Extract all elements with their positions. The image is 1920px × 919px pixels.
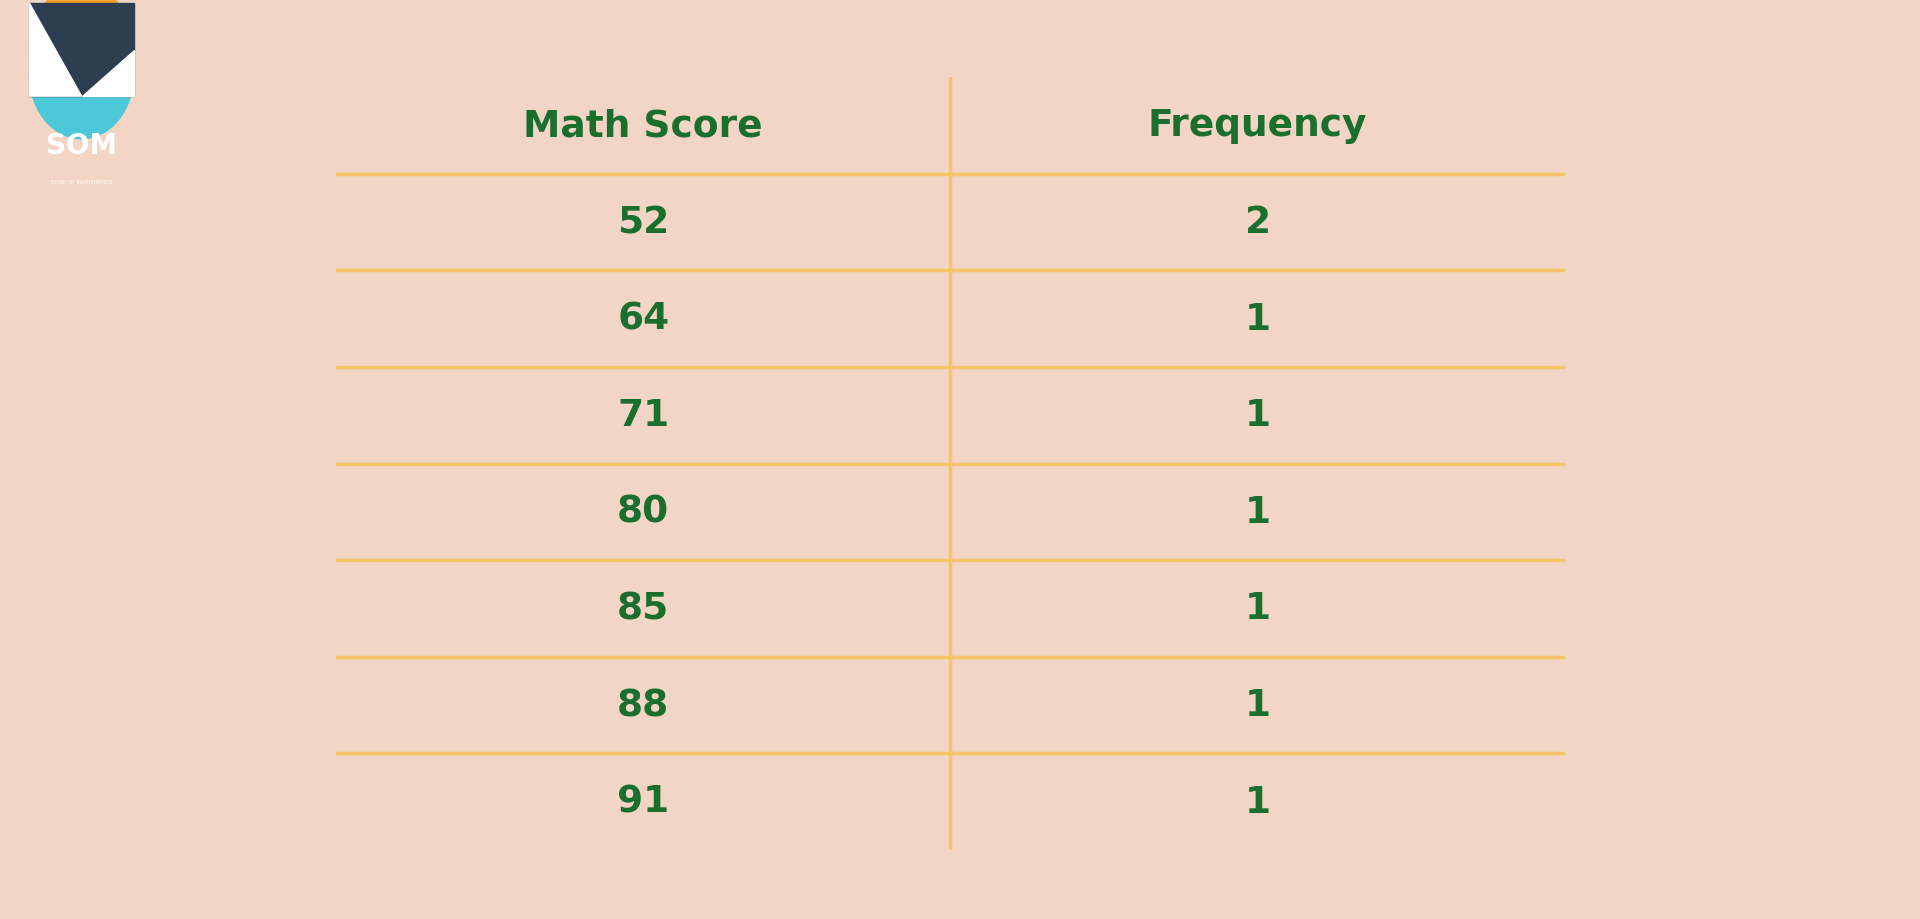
Text: STORY OF MATHEMATICS: STORY OF MATHEMATICS	[52, 179, 111, 185]
Text: Math Score: Math Score	[524, 108, 762, 144]
Polygon shape	[29, 4, 81, 97]
Text: SOM: SOM	[46, 131, 117, 160]
Polygon shape	[29, 4, 81, 97]
Text: 88: 88	[616, 687, 670, 723]
Wedge shape	[29, 0, 134, 51]
Polygon shape	[81, 51, 134, 97]
Text: 1: 1	[1244, 784, 1271, 820]
Text: 1: 1	[1244, 398, 1271, 434]
Polygon shape	[81, 4, 134, 97]
Text: 91: 91	[616, 784, 670, 820]
Text: 1: 1	[1244, 591, 1271, 627]
Text: Frequency: Frequency	[1148, 108, 1367, 144]
Text: 1: 1	[1244, 301, 1271, 337]
Text: 80: 80	[616, 494, 670, 530]
Wedge shape	[29, 74, 134, 140]
Text: 52: 52	[616, 205, 670, 241]
Polygon shape	[29, 4, 81, 97]
Text: 64: 64	[616, 301, 670, 337]
Text: 71: 71	[616, 398, 670, 434]
Text: 1: 1	[1244, 494, 1271, 530]
Text: 2: 2	[1244, 205, 1271, 241]
Text: 1: 1	[1244, 687, 1271, 723]
Text: 85: 85	[616, 591, 670, 627]
